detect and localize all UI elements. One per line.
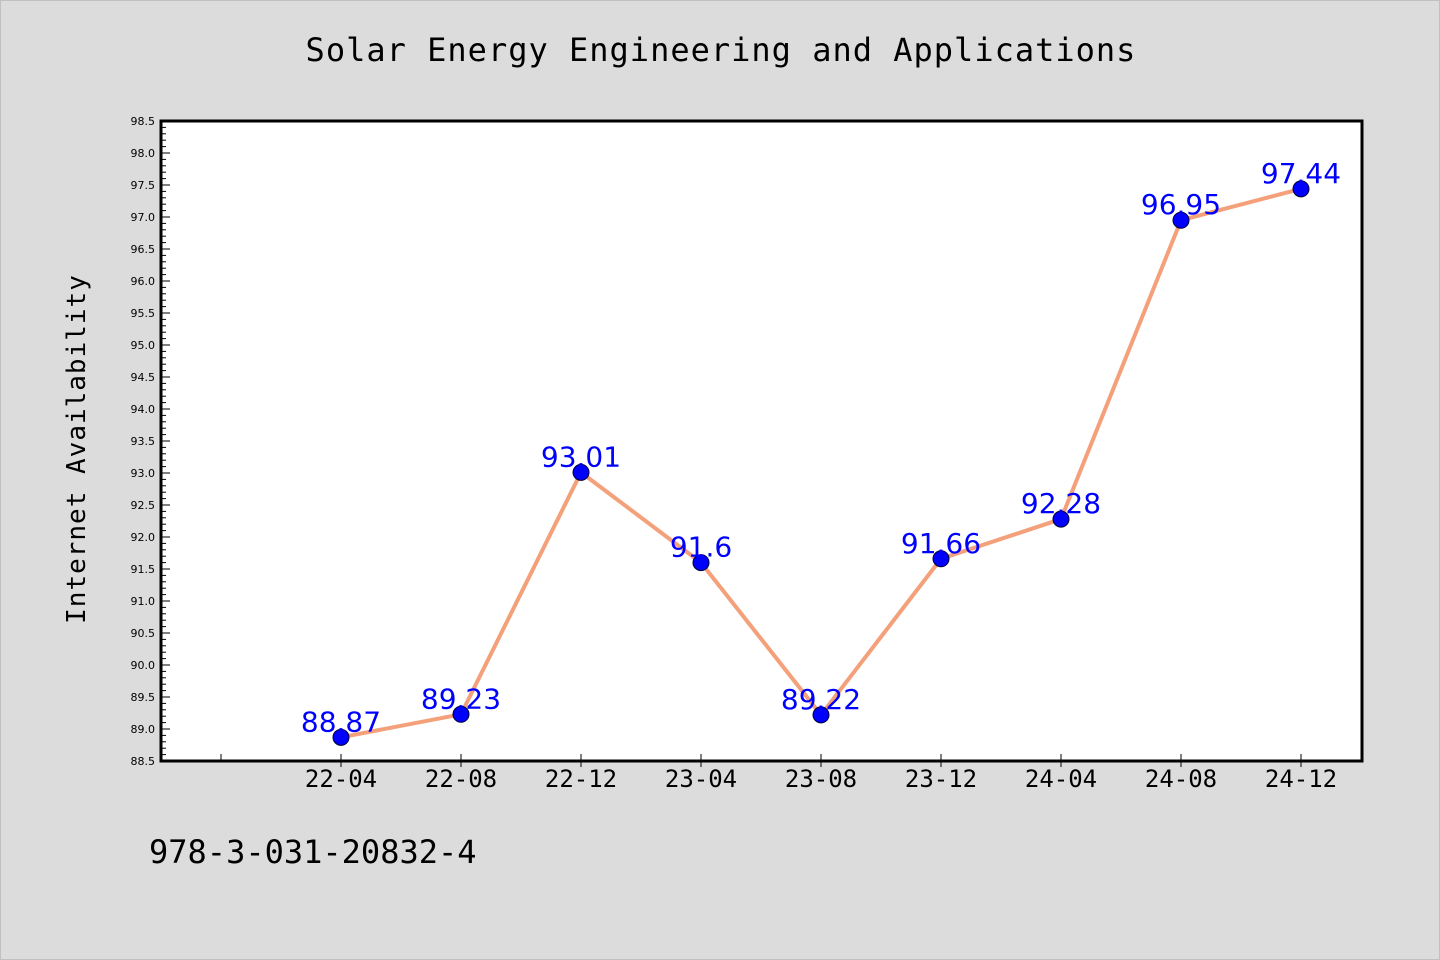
data-label: 92.28 xyxy=(1021,487,1101,520)
y-tick-label: 89.5 xyxy=(131,691,156,704)
x-tick-label: 24-04 xyxy=(1025,765,1097,793)
plot-border xyxy=(159,119,1364,763)
data-point xyxy=(572,463,590,481)
y-tick-label: 95.0 xyxy=(131,339,156,352)
x-tick-label: 22-12 xyxy=(545,765,617,793)
y-tick-label: 96.5 xyxy=(131,243,156,256)
data-label: 91.6 xyxy=(670,531,732,564)
y-tick-label: 94.5 xyxy=(131,371,156,384)
y-tick-label: 93.5 xyxy=(131,435,156,448)
data-point xyxy=(1172,211,1190,229)
y-tick-label: 88.5 xyxy=(131,755,156,768)
data-point xyxy=(332,728,350,746)
data-point xyxy=(1292,180,1310,198)
data-point xyxy=(932,550,950,568)
data-point xyxy=(452,705,470,723)
y-tick-label: 92.0 xyxy=(131,531,156,544)
y-tick-label: 91.5 xyxy=(131,563,156,576)
y-tick-label: 90.0 xyxy=(131,659,156,672)
data-label: 97.44 xyxy=(1261,157,1341,190)
x-tick-label: 22-08 xyxy=(425,765,497,793)
y-tick-label: 89.0 xyxy=(131,723,156,736)
y-tick-label: 90.5 xyxy=(131,627,156,640)
y-tick-label: 91.0 xyxy=(131,595,156,608)
data-label: 96.95 xyxy=(1141,188,1221,221)
x-tick-label: 22-04 xyxy=(305,765,377,793)
data-point xyxy=(1052,510,1070,528)
x-tick-label: 23-04 xyxy=(665,765,737,793)
x-tick-label: 24-12 xyxy=(1265,765,1337,793)
y-tick-label: 92.5 xyxy=(131,499,156,512)
isbn-footer: 978-3-031-20832-4 xyxy=(149,833,477,871)
x-tick-label: 23-12 xyxy=(905,765,977,793)
y-tick-label: 97.0 xyxy=(131,211,156,224)
y-tick-label: 96.0 xyxy=(131,275,156,288)
data-label: 93.01 xyxy=(541,440,621,473)
y-tick-label: 93.0 xyxy=(131,467,156,480)
plot-background xyxy=(161,121,1362,761)
y-tick-label: 94.0 xyxy=(131,403,156,416)
x-tick-label: 24-08 xyxy=(1145,765,1217,793)
data-point xyxy=(812,706,830,724)
y-tick-label: 97.5 xyxy=(131,179,156,192)
data-label: 91.66 xyxy=(901,527,981,560)
data-label: 89.22 xyxy=(781,683,861,716)
y-tick-label: 98.0 xyxy=(131,147,156,160)
data-point xyxy=(692,554,710,572)
chart-title: Solar Energy Engineering and Application… xyxy=(305,31,1137,69)
y-tick-label: 98.5 xyxy=(131,115,156,128)
x-tick-label: 23-08 xyxy=(785,765,857,793)
y-tick-label: 95.5 xyxy=(131,307,156,320)
data-label: 89.23 xyxy=(421,682,501,715)
data-label: 88.87 xyxy=(301,705,381,738)
